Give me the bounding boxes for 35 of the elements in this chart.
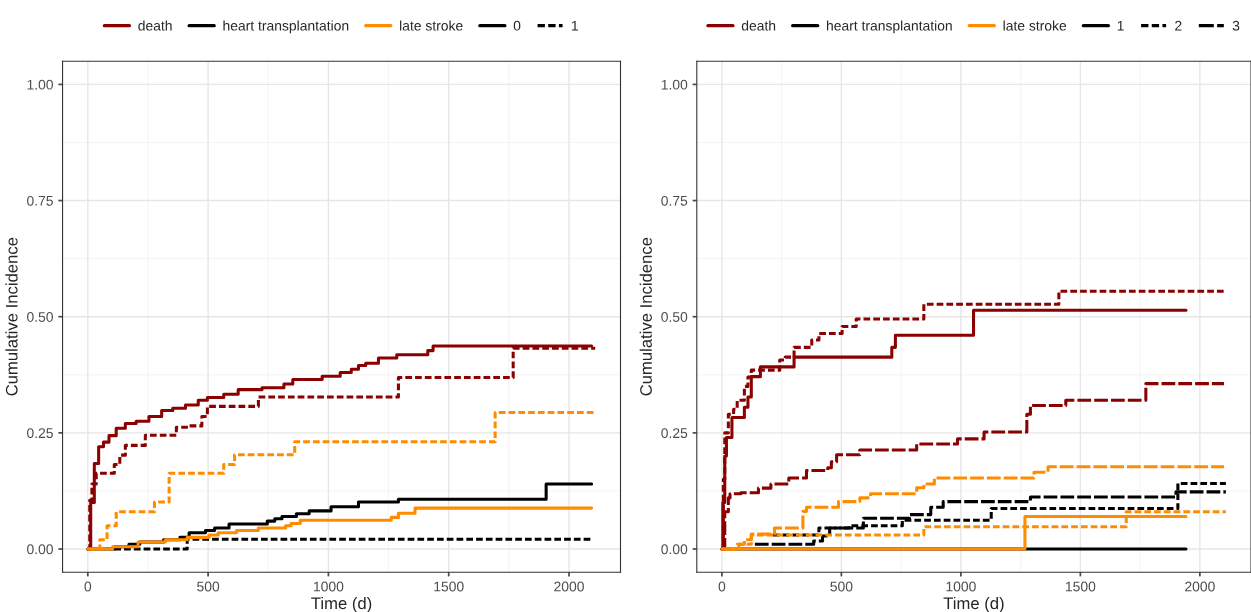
text: 0 [513, 20, 521, 31]
x-axis-title: Time (d) [943, 596, 1004, 612]
y-tick-label: 0.00 [27, 544, 53, 555]
legend-label: heart transplantation [223, 20, 349, 34]
x-axis-title: Time (d) [311, 596, 372, 612]
y-tick-label: 0.50 [27, 312, 53, 322]
text: 2 [1175, 20, 1182, 31]
y-tick-label: 0.25 [27, 428, 53, 439]
x-tick-label: 1000 [314, 581, 344, 592]
legend-label: death [741, 20, 776, 31]
x-tick-label: 1500 [434, 581, 464, 592]
x-tick-label: 1000 [946, 581, 976, 592]
x-tick-label: 0 [84, 581, 92, 592]
y-tick-label: 0.50 [661, 312, 688, 322]
x-tick-label: 2000 [554, 581, 584, 592]
y-tick-label: 1.00 [661, 79, 688, 90]
text: 3 [1232, 20, 1240, 31]
y-axis-title: Cumulative Incidence [5, 237, 18, 396]
text: 1 [571, 20, 578, 31]
legend-label: heart transplantation [826, 20, 952, 34]
x-tick-label: 1500 [1065, 581, 1096, 592]
x-tick-label: 2000 [1185, 581, 1215, 592]
y-tick-label: 0.25 [661, 428, 688, 439]
y-tick-label: 0.00 [661, 544, 688, 555]
y-tick-label: 0.75 [661, 195, 688, 206]
x-tick-label: 500 [830, 581, 853, 592]
legend-label: death [138, 20, 172, 31]
x-tick-label: 500 [197, 581, 220, 592]
y-tick-label: 1.00 [27, 79, 53, 90]
x-tick-label: 0 [718, 581, 726, 592]
text: 1 [1117, 20, 1124, 31]
y-tick-label: 0.75 [27, 195, 53, 206]
y-axis-title: Cumulative Incidence [639, 237, 652, 396]
legend-label: late stroke [1003, 20, 1067, 31]
legend-label: late stroke [400, 20, 463, 31]
